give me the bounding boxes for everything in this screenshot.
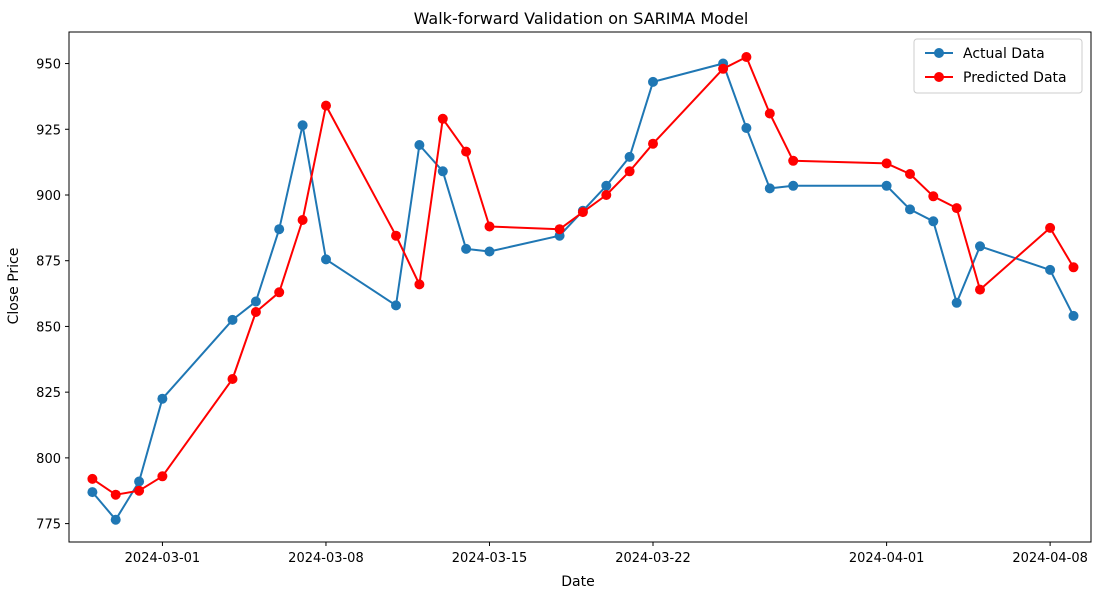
data-point-actual-data xyxy=(110,514,121,525)
data-point-predicted-data xyxy=(1045,222,1056,233)
x-tick-label: 2024-04-01 xyxy=(849,551,925,566)
data-point-actual-data xyxy=(297,120,308,131)
data-point-actual-data xyxy=(648,76,658,87)
data-point-predicted-data xyxy=(414,279,425,290)
data-point-predicted-data xyxy=(250,307,261,317)
data-point-actual-data xyxy=(624,151,635,162)
data-point-actual-data xyxy=(484,246,495,257)
y-tick-label: 800 xyxy=(36,452,61,467)
x-tick-label: 2024-03-08 xyxy=(288,551,364,566)
y-axis-label: Close Price xyxy=(6,248,22,325)
series-line-actual-data xyxy=(91,62,1075,521)
data-point-actual-data xyxy=(788,180,799,191)
series-line-predicted-data xyxy=(91,56,1075,496)
x-axis-label: Date xyxy=(561,574,594,590)
legend-box xyxy=(913,38,1083,94)
data-point-predicted-data xyxy=(577,207,588,218)
data-point-predicted-data xyxy=(227,374,238,384)
data-point-actual-data xyxy=(250,296,261,307)
x-tick-label: 2024-03-22 xyxy=(615,551,691,566)
y-tick-label: 875 xyxy=(36,255,61,270)
data-point-predicted-data xyxy=(297,215,308,225)
chart-title: Walk-forward Validation on SARIMA Model xyxy=(414,9,749,28)
data-point-actual-data xyxy=(951,297,962,308)
x-tick-label: 2024-03-15 xyxy=(452,551,528,566)
legend-label-actual: Actual Data xyxy=(963,46,1045,62)
y-tick-label: 825 xyxy=(36,386,61,401)
legend: Actual Data Predicted Data xyxy=(913,38,1083,94)
data-point-predicted-data xyxy=(764,108,775,119)
data-point-predicted-data xyxy=(134,485,145,496)
y-tick-label: 925 xyxy=(36,123,61,138)
data-point-predicted-data xyxy=(975,284,985,295)
data-point-predicted-data xyxy=(648,138,658,149)
data-point-predicted-data xyxy=(1068,262,1079,273)
data-point-actual-data xyxy=(414,140,425,150)
data-point-predicted-data xyxy=(461,146,472,157)
data-point-actual-data xyxy=(928,216,939,227)
legend-marker-predicted xyxy=(934,72,944,82)
legend-marker-actual xyxy=(934,48,944,58)
legend-label-predicted: Predicted Data xyxy=(963,70,1067,86)
data-point-actual-data xyxy=(1045,264,1056,275)
data-point-predicted-data xyxy=(87,473,98,484)
data-point-predicted-data xyxy=(110,489,121,500)
y-tick-label: 850 xyxy=(36,320,61,335)
data-point-predicted-data xyxy=(718,63,729,74)
data-point-predicted-data xyxy=(554,224,565,235)
data-point-predicted-data xyxy=(951,203,962,214)
data-point-actual-data xyxy=(741,123,752,133)
data-point-actual-data xyxy=(764,183,775,194)
data-point-predicted-data xyxy=(157,471,168,482)
data-point-predicted-data xyxy=(624,166,635,177)
data-point-predicted-data xyxy=(484,221,495,232)
data-point-actual-data xyxy=(274,224,285,235)
data-point-predicted-data xyxy=(788,155,799,166)
x-tick-label: 2024-03-01 xyxy=(125,551,201,566)
data-point-predicted-data xyxy=(391,230,401,241)
data-point-predicted-data xyxy=(437,113,448,124)
data-point-actual-data xyxy=(1068,310,1079,321)
y-tick-label: 950 xyxy=(36,58,61,73)
data-point-actual-data xyxy=(134,476,145,487)
y-tick-label: 900 xyxy=(36,189,61,204)
data-point-actual-data xyxy=(461,243,472,254)
data-point-actual-data xyxy=(601,180,612,191)
x-tick-label: 2024-04-08 xyxy=(1012,551,1088,566)
data-point-actual-data xyxy=(881,180,892,191)
data-point-predicted-data xyxy=(905,169,915,179)
data-point-predicted-data xyxy=(928,191,939,202)
data-point-predicted-data xyxy=(601,190,612,200)
data-point-predicted-data xyxy=(274,287,285,298)
data-point-predicted-data xyxy=(741,52,752,62)
y-tick-label: 775 xyxy=(36,518,61,533)
data-point-actual-data xyxy=(157,393,168,404)
data-point-actual-data xyxy=(227,314,238,325)
data-point-predicted-data xyxy=(881,158,892,169)
data-point-actual-data xyxy=(975,241,985,252)
data-point-actual-data xyxy=(391,300,401,311)
data-point-predicted-data xyxy=(321,100,331,111)
plot-frame xyxy=(68,31,1092,543)
data-point-actual-data xyxy=(87,487,98,498)
data-point-actual-data xyxy=(321,254,331,265)
data-point-actual-data xyxy=(905,204,915,215)
data-point-actual-data xyxy=(437,166,448,177)
